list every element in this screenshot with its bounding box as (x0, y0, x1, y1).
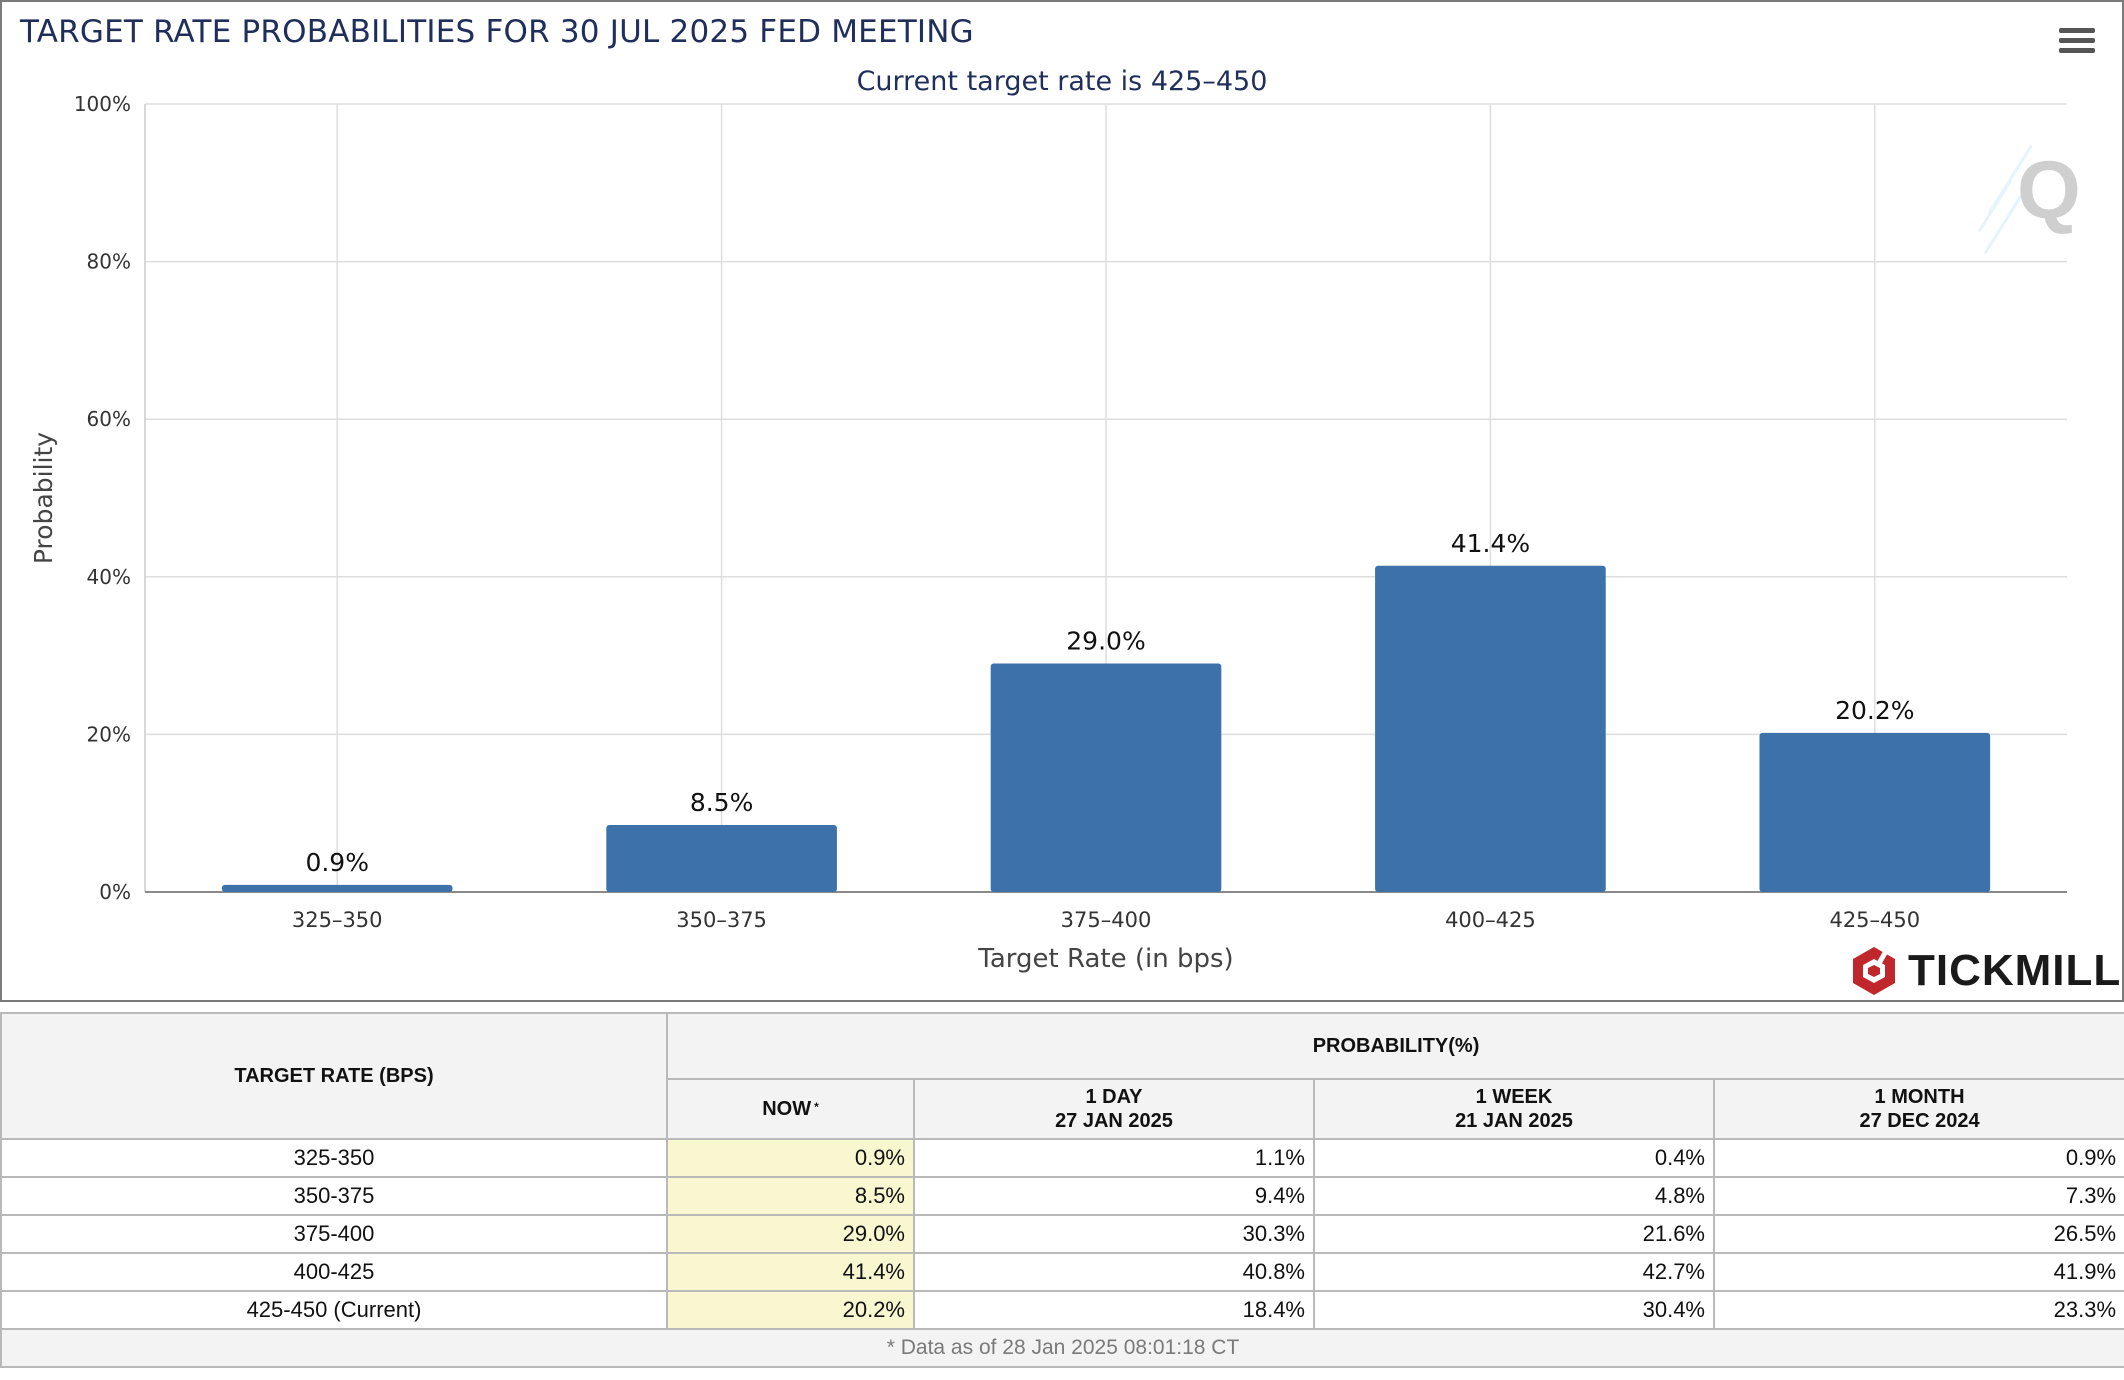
now-cell: 8.5% (666, 1176, 915, 1216)
bar-value-label: 8.5% (690, 788, 754, 817)
x-tick-label: 425–450 (1829, 908, 1920, 932)
bar (1375, 565, 1606, 892)
y-tick-label: 40% (87, 565, 131, 589)
header-probability: PROBABILITY(%) (665, 1012, 2124, 1080)
y-tick-label: 80% (87, 250, 131, 274)
day-cell: 30.3% (913, 1214, 1315, 1254)
logo-text: TICKMILL (1908, 946, 2122, 995)
chart-title: TARGET RATE PROBABILITIES FOR 30 JUL 202… (20, 14, 974, 50)
rate-cell: 400-425 (0, 1252, 668, 1292)
y-tick-label: 100% (74, 92, 131, 116)
rate-cell: 350-375 (0, 1176, 668, 1216)
week-cell: 42.7% (1313, 1252, 1715, 1292)
rate-cell: 375-400 (0, 1214, 668, 1254)
month-cell: 41.9% (1712, 1252, 2124, 1292)
y-tick-label: 60% (87, 407, 131, 431)
day-cell: 18.4% (913, 1290, 1315, 1330)
day-cell: 9.4% (913, 1176, 1315, 1216)
month-cell: 23.3% (1712, 1290, 2124, 1330)
x-tick-label: 350–375 (676, 908, 767, 932)
x-tick-label: 400–425 (1445, 908, 1536, 932)
tickmill-logo: TICKMILL (1850, 946, 2121, 996)
day-cell: 40.8% (913, 1252, 1315, 1292)
bar-value-label: 29.0% (1066, 626, 1145, 655)
now-cell: 41.4% (666, 1252, 915, 1292)
header-1-month: 1 MONTH 27 DEC 2024 (1712, 1078, 2124, 1140)
table-footnote-row: * Data as of 28 Jan 2025 08:01:18 CT (0, 1328, 2124, 1368)
chart-panel: TARGET RATE PROBABILITIES FOR 30 JUL 202… (0, 0, 2124, 1002)
table-row: 350-375 8.5% 9.4% 4.8% 7.3% (0, 1176, 2124, 1216)
rate-cell: 425-450 (Current) (0, 1290, 668, 1330)
data-timestamp-note: * Data as of 28 Jan 2025 08:01:18 CT (0, 1328, 2124, 1368)
y-tick-label: 20% (87, 722, 131, 746)
hamburger-menu-icon[interactable] (2059, 28, 2095, 58)
now-cell: 20.2% (666, 1290, 915, 1330)
chart-subtitle: Current target rate is 425–450 (856, 66, 1268, 97)
table-row: 375-400 29.0% 30.3% 21.6% 26.5% (0, 1214, 2124, 1254)
bar (606, 825, 837, 892)
table-row: 325-350 0.9% 1.1% 0.4% 0.9% (0, 1138, 2124, 1178)
bar-value-label: 0.9% (305, 848, 369, 877)
bar-chart: 0% 20% 40% 60% 80% 100% 0.9% 325–350 8.5% 350–375… (29, 92, 2067, 974)
bar (221, 884, 453, 892)
rate-cell: 325-350 (0, 1138, 668, 1178)
bar (1759, 732, 1991, 892)
now-cell: 29.0% (666, 1214, 915, 1254)
bar-value-label: 20.2% (1835, 696, 1914, 725)
probability-table: TARGET RATE (BPS) PROBABILITY(%) NOW * 1 … (0, 1012, 2124, 1368)
week-cell: 0.4% (1313, 1138, 1715, 1178)
now-cell: 0.9% (666, 1138, 915, 1178)
bar (990, 663, 1222, 892)
month-cell: 7.3% (1712, 1176, 2124, 1216)
week-cell: 4.8% (1313, 1176, 1715, 1216)
table-row: 400-425 41.4% 40.8% 42.7% 41.9% (0, 1252, 2124, 1292)
x-tick-label: 375–400 (1061, 908, 1152, 932)
header-now: NOW * (666, 1078, 915, 1140)
x-axis-title: Target Rate (in bps) (977, 944, 1233, 974)
quikstrike-watermark-icon: Q (1977, 112, 2081, 262)
header-target-rate: TARGET RATE (BPS) (0, 1012, 668, 1140)
month-cell: 0.9% (1712, 1138, 2124, 1178)
week-cell: 30.4% (1313, 1290, 1715, 1330)
header-1-day: 1 DAY 27 JAN 2025 (913, 1078, 1315, 1140)
table-row: 425-450 (Current) 20.2% 18.4% 30.4% 23.3… (0, 1290, 2124, 1330)
bar-value-label: 41.4% (1451, 529, 1530, 558)
y-tick-label: 0% (99, 880, 131, 904)
day-cell: 1.1% (913, 1138, 1315, 1178)
week-cell: 21.6% (1313, 1214, 1715, 1254)
month-cell: 26.5% (1712, 1214, 2124, 1254)
x-tick-label: 325–350 (292, 908, 383, 932)
header-1-week: 1 WEEK 21 JAN 2025 (1313, 1078, 1715, 1140)
y-axis-title: Probability (29, 432, 58, 564)
tickmill-logo-icon (1853, 947, 1895, 995)
